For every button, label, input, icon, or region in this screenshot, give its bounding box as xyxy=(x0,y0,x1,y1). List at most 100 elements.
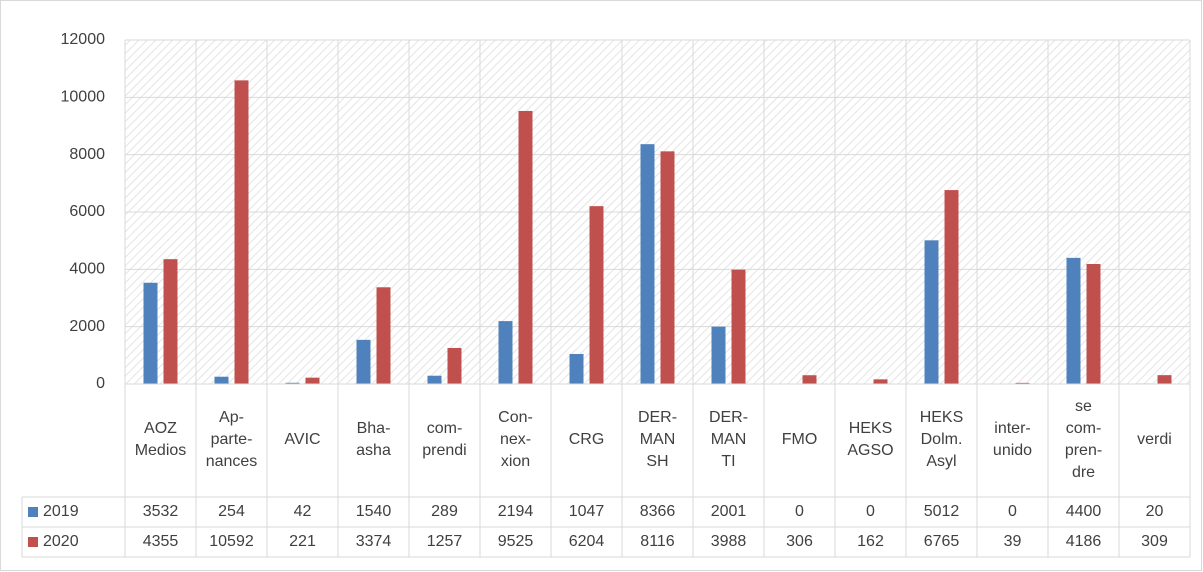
table-value: 8116 xyxy=(640,533,675,550)
table-value: 306 xyxy=(786,533,813,550)
legend-label: 2019 xyxy=(43,503,79,520)
legend-swatch xyxy=(28,507,38,517)
bar xyxy=(802,375,817,384)
x-tick-label-line: TI xyxy=(721,453,735,470)
bar xyxy=(640,144,655,384)
x-tick-label-line: MAN xyxy=(711,431,747,448)
table-value: 1257 xyxy=(427,533,463,550)
y-tick-label: 0 xyxy=(96,375,105,392)
table-value: 4186 xyxy=(1066,533,1102,550)
table-value: 221 xyxy=(289,533,316,550)
x-tick-label-line: xion xyxy=(501,453,530,470)
table-value: 2001 xyxy=(711,503,747,520)
x-tick-label-line: pren- xyxy=(1065,442,1102,459)
x-tick-label: Con-nex-xion xyxy=(498,409,533,470)
bar xyxy=(285,382,300,384)
bar xyxy=(356,339,371,384)
bar xyxy=(518,110,533,384)
bar xyxy=(163,259,178,384)
x-tick-label: verdi xyxy=(1137,431,1172,448)
x-tick-label-line: com- xyxy=(1066,420,1102,437)
x-tick-label-line: HEKS xyxy=(920,409,964,426)
table-value: 8366 xyxy=(640,503,676,520)
table-value: 39 xyxy=(1004,533,1022,550)
table-value: 9525 xyxy=(498,533,534,550)
x-tick-label-line: AOZ xyxy=(144,420,177,437)
x-tick-label-line: DER- xyxy=(638,409,677,426)
bar xyxy=(214,376,229,384)
x-tick-label-line: HEKS xyxy=(849,420,893,437)
bar xyxy=(305,377,320,384)
x-tick-label: AVIC xyxy=(284,431,320,448)
bar xyxy=(1086,264,1101,384)
x-tick-label-line: DER- xyxy=(709,409,748,426)
x-tick-label-line: nances xyxy=(206,453,258,470)
x-tick-label: HEKS AGSO xyxy=(847,420,893,459)
bar xyxy=(731,269,746,384)
x-tick-label: AOZ Medios xyxy=(135,420,187,459)
x-tick-label-line: CRG xyxy=(569,431,605,448)
table-value: 4400 xyxy=(1066,503,1102,520)
x-tick-label: inter-unido xyxy=(993,420,1032,459)
x-tick-label-line: Asyl xyxy=(926,453,956,470)
y-tick-label: 2000 xyxy=(69,318,105,335)
table-value: 6765 xyxy=(924,533,960,550)
bar xyxy=(1015,382,1030,384)
x-tick-label-line: Dolm. xyxy=(921,431,963,448)
x-tick-label-line: Ap- xyxy=(219,409,244,426)
x-tick-label-line: prendi xyxy=(422,442,466,459)
table-value: 5012 xyxy=(924,503,960,520)
x-tick-label-line: MAN xyxy=(640,431,676,448)
table-value: 42 xyxy=(294,503,312,520)
bar xyxy=(660,151,675,384)
legend-swatch xyxy=(28,537,38,547)
y-tick-label: 10000 xyxy=(61,89,106,106)
bar xyxy=(447,347,462,384)
x-tick-label-line: SH xyxy=(646,453,668,470)
bar xyxy=(376,287,391,384)
x-tick-label: se com-pren-dre xyxy=(1065,398,1102,481)
table-value: 309 xyxy=(1141,533,1168,550)
x-tick-label: HEKS Dolm. Asyl xyxy=(920,409,964,470)
x-tick-label-line: inter- xyxy=(994,420,1030,437)
bar xyxy=(711,326,726,384)
table-value: 1047 xyxy=(569,503,605,520)
x-tick-label: CRG xyxy=(569,431,605,448)
table-value: 162 xyxy=(857,533,884,550)
y-tick-label: 4000 xyxy=(69,261,105,278)
table-value: 0 xyxy=(1008,503,1017,520)
table-value: 0 xyxy=(866,503,875,520)
table-value: 3374 xyxy=(356,533,392,550)
y-tick-label: 12000 xyxy=(61,31,106,48)
bar xyxy=(234,80,249,384)
bar xyxy=(1066,257,1081,384)
x-tick-label-line: Medios xyxy=(135,442,187,459)
x-tick-label-line: parte- xyxy=(211,431,253,448)
x-tick-label-line: AGSO xyxy=(847,442,893,459)
bar xyxy=(1157,375,1172,384)
y-tick-label: 6000 xyxy=(69,203,105,220)
bar xyxy=(924,240,939,384)
x-tick-label-line: Bha- xyxy=(357,420,391,437)
bar xyxy=(498,321,513,384)
x-tick-label-line: FMO xyxy=(782,431,818,448)
x-tick-label: Ap-parte-nances xyxy=(206,409,258,470)
table-value: 6204 xyxy=(569,533,605,550)
table-value: 3988 xyxy=(711,533,747,550)
bar xyxy=(569,353,584,384)
x-tick-label-line: AVIC xyxy=(284,431,320,448)
table-value: 1540 xyxy=(356,503,392,520)
table-value: 4355 xyxy=(143,533,179,550)
x-tick-label: DER- MAN TI xyxy=(709,409,748,470)
x-tick-label: DER- MAN SH xyxy=(638,409,677,470)
table-value: 254 xyxy=(218,503,245,520)
x-tick-label-line: asha xyxy=(356,442,391,459)
bar xyxy=(589,206,604,384)
x-tick-label-line: Con- xyxy=(498,409,533,426)
table-value: 2194 xyxy=(498,503,534,520)
x-tick-label-line: nex- xyxy=(500,431,531,448)
x-tick-label-line: dre xyxy=(1072,464,1095,481)
y-tick-label: 8000 xyxy=(69,146,105,163)
table-value: 289 xyxy=(431,503,458,520)
